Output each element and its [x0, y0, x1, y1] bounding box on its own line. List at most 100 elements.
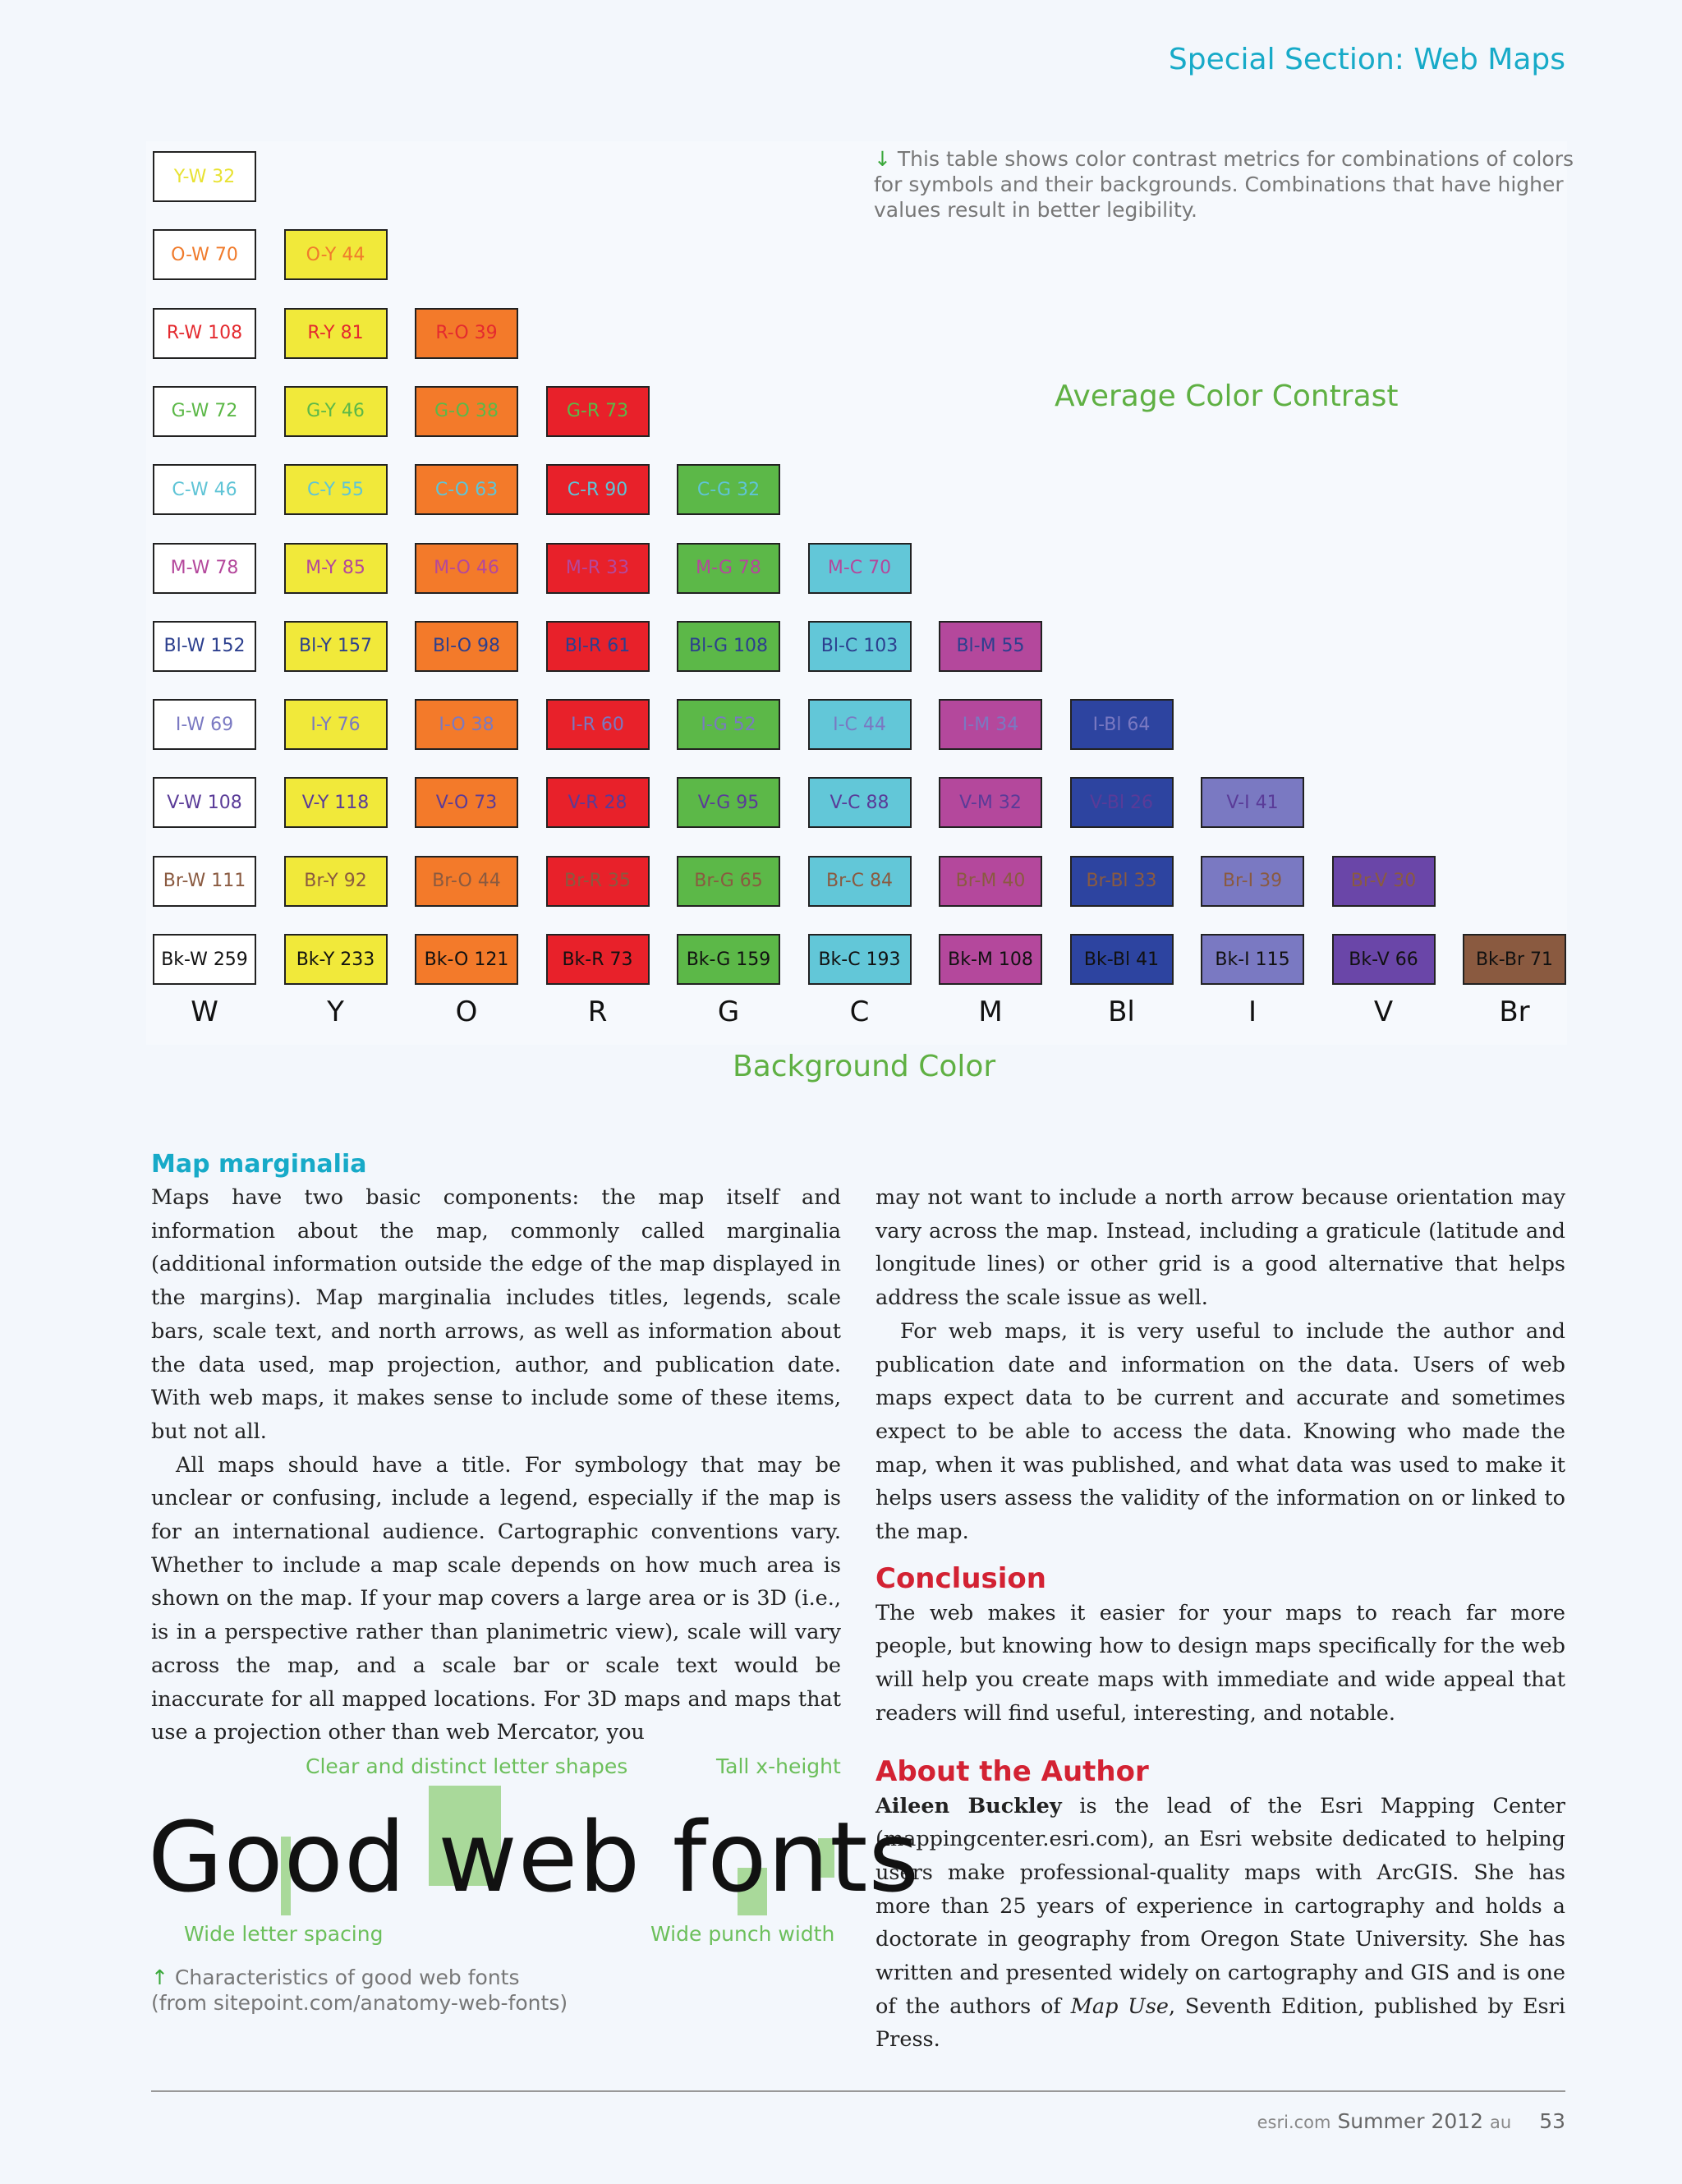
- author-bio: Aileen Buckley is the lead of the Esri M…: [875, 1790, 1565, 2058]
- contrast-cell: O-W 70: [153, 229, 256, 281]
- book-title: Map Use: [1070, 1993, 1169, 2019]
- article-column-right: may not want to include a north arrow be…: [875, 1181, 1565, 2057]
- paragraph: Maps have two basic components: the map …: [151, 1185, 841, 1444]
- column-header: O: [455, 995, 478, 1028]
- contrast-cell: G-Y 46: [283, 385, 388, 437]
- contrast-cell: Bk-Bl 41: [1069, 934, 1174, 985]
- contrast-cell: R-O 39: [415, 307, 518, 359]
- contrast-cell: C-W 46: [153, 464, 256, 516]
- chart-caption-text: This table shows color contrast metrics …: [874, 147, 1574, 222]
- contrast-cell: Bk-W 259: [153, 934, 256, 985]
- footer-rule: [151, 2090, 1565, 2092]
- x-axis-title: Background Color: [733, 1050, 996, 1083]
- contrast-cell: G-O 38: [415, 385, 518, 437]
- contrast-cell: Bl-C 103: [807, 620, 912, 672]
- contrast-cell: Br-O 44: [415, 855, 518, 907]
- footer-site: esri.com: [1257, 2113, 1331, 2132]
- contrast-cell: Bk-G 159: [677, 934, 780, 985]
- contrast-cell: I-C 44: [807, 699, 912, 751]
- contrast-cell: Bk-R 73: [545, 934, 650, 985]
- contrast-cell: C-O 63: [415, 464, 518, 516]
- column-header: W: [191, 995, 218, 1028]
- contrast-cell: G-R 73: [545, 385, 650, 437]
- contrast-cell: I-W 69: [153, 699, 256, 751]
- punch-width-highlight: [738, 1868, 767, 1915]
- column-header: I: [1248, 995, 1257, 1028]
- font-figure-caption: ↑ Characteristics of good web fonts (fro…: [151, 1965, 568, 2016]
- contrast-cell: I-R 60: [545, 699, 650, 751]
- down-arrow-icon: ↓: [874, 147, 891, 171]
- contrast-cell: Br-G 65: [677, 855, 780, 907]
- footer: esri.com Summer 2012 au 53: [1257, 2109, 1565, 2133]
- contrast-cell: Bk-Br 71: [1463, 934, 1566, 985]
- contrast-cell: Br-W 111: [153, 855, 256, 907]
- contrast-cell: O-Y 44: [283, 229, 388, 281]
- label-x-height: Tall x-height: [716, 1754, 841, 1778]
- chart-title: Average Color Contrast: [1055, 379, 1399, 413]
- contrast-cell: M-W 78: [153, 542, 256, 594]
- contrast-cell: Br-Bl 33: [1069, 855, 1174, 907]
- contrast-cell: M-O 46: [415, 542, 518, 594]
- contrast-cell: Br-I 39: [1201, 855, 1304, 907]
- author-heading: About the Author: [875, 1754, 1149, 1788]
- letter-spacing-highlight: [281, 1837, 291, 1915]
- paragraph: may not want to include a north arrow be…: [875, 1185, 1565, 1311]
- contrast-cell: V-O 73: [415, 777, 518, 829]
- contrast-cell: Bl-G 108: [677, 620, 780, 672]
- paragraph: For web maps, it is very useful to inclu…: [875, 1318, 1565, 1545]
- contrast-cell: Br-C 84: [807, 855, 912, 907]
- caption-line-1: Characteristics of good web fonts: [174, 1966, 520, 1989]
- caption-line-2: (from sitepoint.com/anatomy-web-fonts): [151, 1991, 568, 2015]
- contrast-cell: M-C 70: [807, 542, 912, 594]
- contrast-cell: Bk-V 66: [1331, 934, 1436, 985]
- contrast-cell: Bk-O 121: [415, 934, 518, 985]
- contrast-cell: I-O 38: [415, 699, 518, 751]
- contrast-cell: Br-Y 92: [283, 855, 388, 907]
- contrast-cell: C-G 32: [677, 464, 780, 516]
- author-bio-end: , Seventh Edition, published by Esri Pre…: [875, 1993, 1565, 2053]
- contrast-cell: V-C 88: [807, 777, 912, 829]
- contrast-cell: I-Bl 64: [1069, 699, 1174, 751]
- contrast-cell: C-R 90: [545, 464, 650, 516]
- page-number: 53: [1539, 2109, 1565, 2133]
- contrast-cell: Bl-W 152: [153, 620, 256, 672]
- marginalia-heading: Map marginalia: [151, 1150, 367, 1179]
- label-letter-spacing: Wide letter spacing: [184, 1922, 384, 1946]
- contrast-cell: Bk-M 108: [939, 934, 1042, 985]
- paragraph: The web makes it easier for your maps to…: [875, 1600, 1565, 1726]
- contrast-cell: M-R 33: [545, 542, 650, 594]
- contrast-cell: G-W 72: [153, 385, 256, 437]
- contrast-cell: V-Bl 26: [1069, 777, 1174, 829]
- contrast-cell: Bk-C 193: [807, 934, 912, 985]
- contrast-cell: R-Y 81: [283, 307, 388, 359]
- author-name: Aileen Buckley: [875, 1793, 1062, 1818]
- contrast-cell: Bl-M 55: [939, 620, 1042, 672]
- footer-edition: au: [1490, 2113, 1512, 2132]
- contrast-cell: Br-R 35: [545, 855, 650, 907]
- contrast-cell: V-G 95: [677, 777, 780, 829]
- column-header: G: [717, 995, 740, 1028]
- column-header: V: [1373, 995, 1394, 1028]
- contrast-cell: Bk-Y 233: [283, 934, 388, 985]
- contrast-cell: V-R 28: [545, 777, 650, 829]
- column-header: Y: [327, 995, 344, 1028]
- label-punch-width: Wide punch width: [650, 1922, 835, 1946]
- contrast-cell: Br-M 40: [939, 855, 1042, 907]
- contrast-cell: Y-W 32: [153, 151, 256, 202]
- contrast-cell: R-W 108: [153, 307, 256, 359]
- contrast-cell: C-Y 55: [283, 464, 388, 516]
- column-header: C: [849, 995, 870, 1028]
- column-header: R: [587, 995, 608, 1028]
- conclusion-heading: Conclusion: [875, 1561, 1046, 1595]
- contrast-cell: Bl-Y 157: [283, 620, 388, 672]
- section-header: Special Section: Web Maps: [1168, 43, 1565, 76]
- contrast-cell: M-G 78: [677, 542, 780, 594]
- contrast-cell: Bl-R 61: [545, 620, 650, 672]
- letter-shape-highlight: [818, 1838, 834, 1878]
- up-arrow-icon: ↑: [151, 1966, 168, 1989]
- chart-caption: ↓ This table shows color contrast metric…: [874, 146, 1580, 223]
- author-bio-text: is the lead of the Esri Mapping Center (…: [875, 1793, 1565, 2019]
- column-header: Br: [1499, 995, 1530, 1028]
- contrast-cell: Br-V 30: [1331, 855, 1436, 907]
- contrast-cell: Bl-O 98: [415, 620, 518, 672]
